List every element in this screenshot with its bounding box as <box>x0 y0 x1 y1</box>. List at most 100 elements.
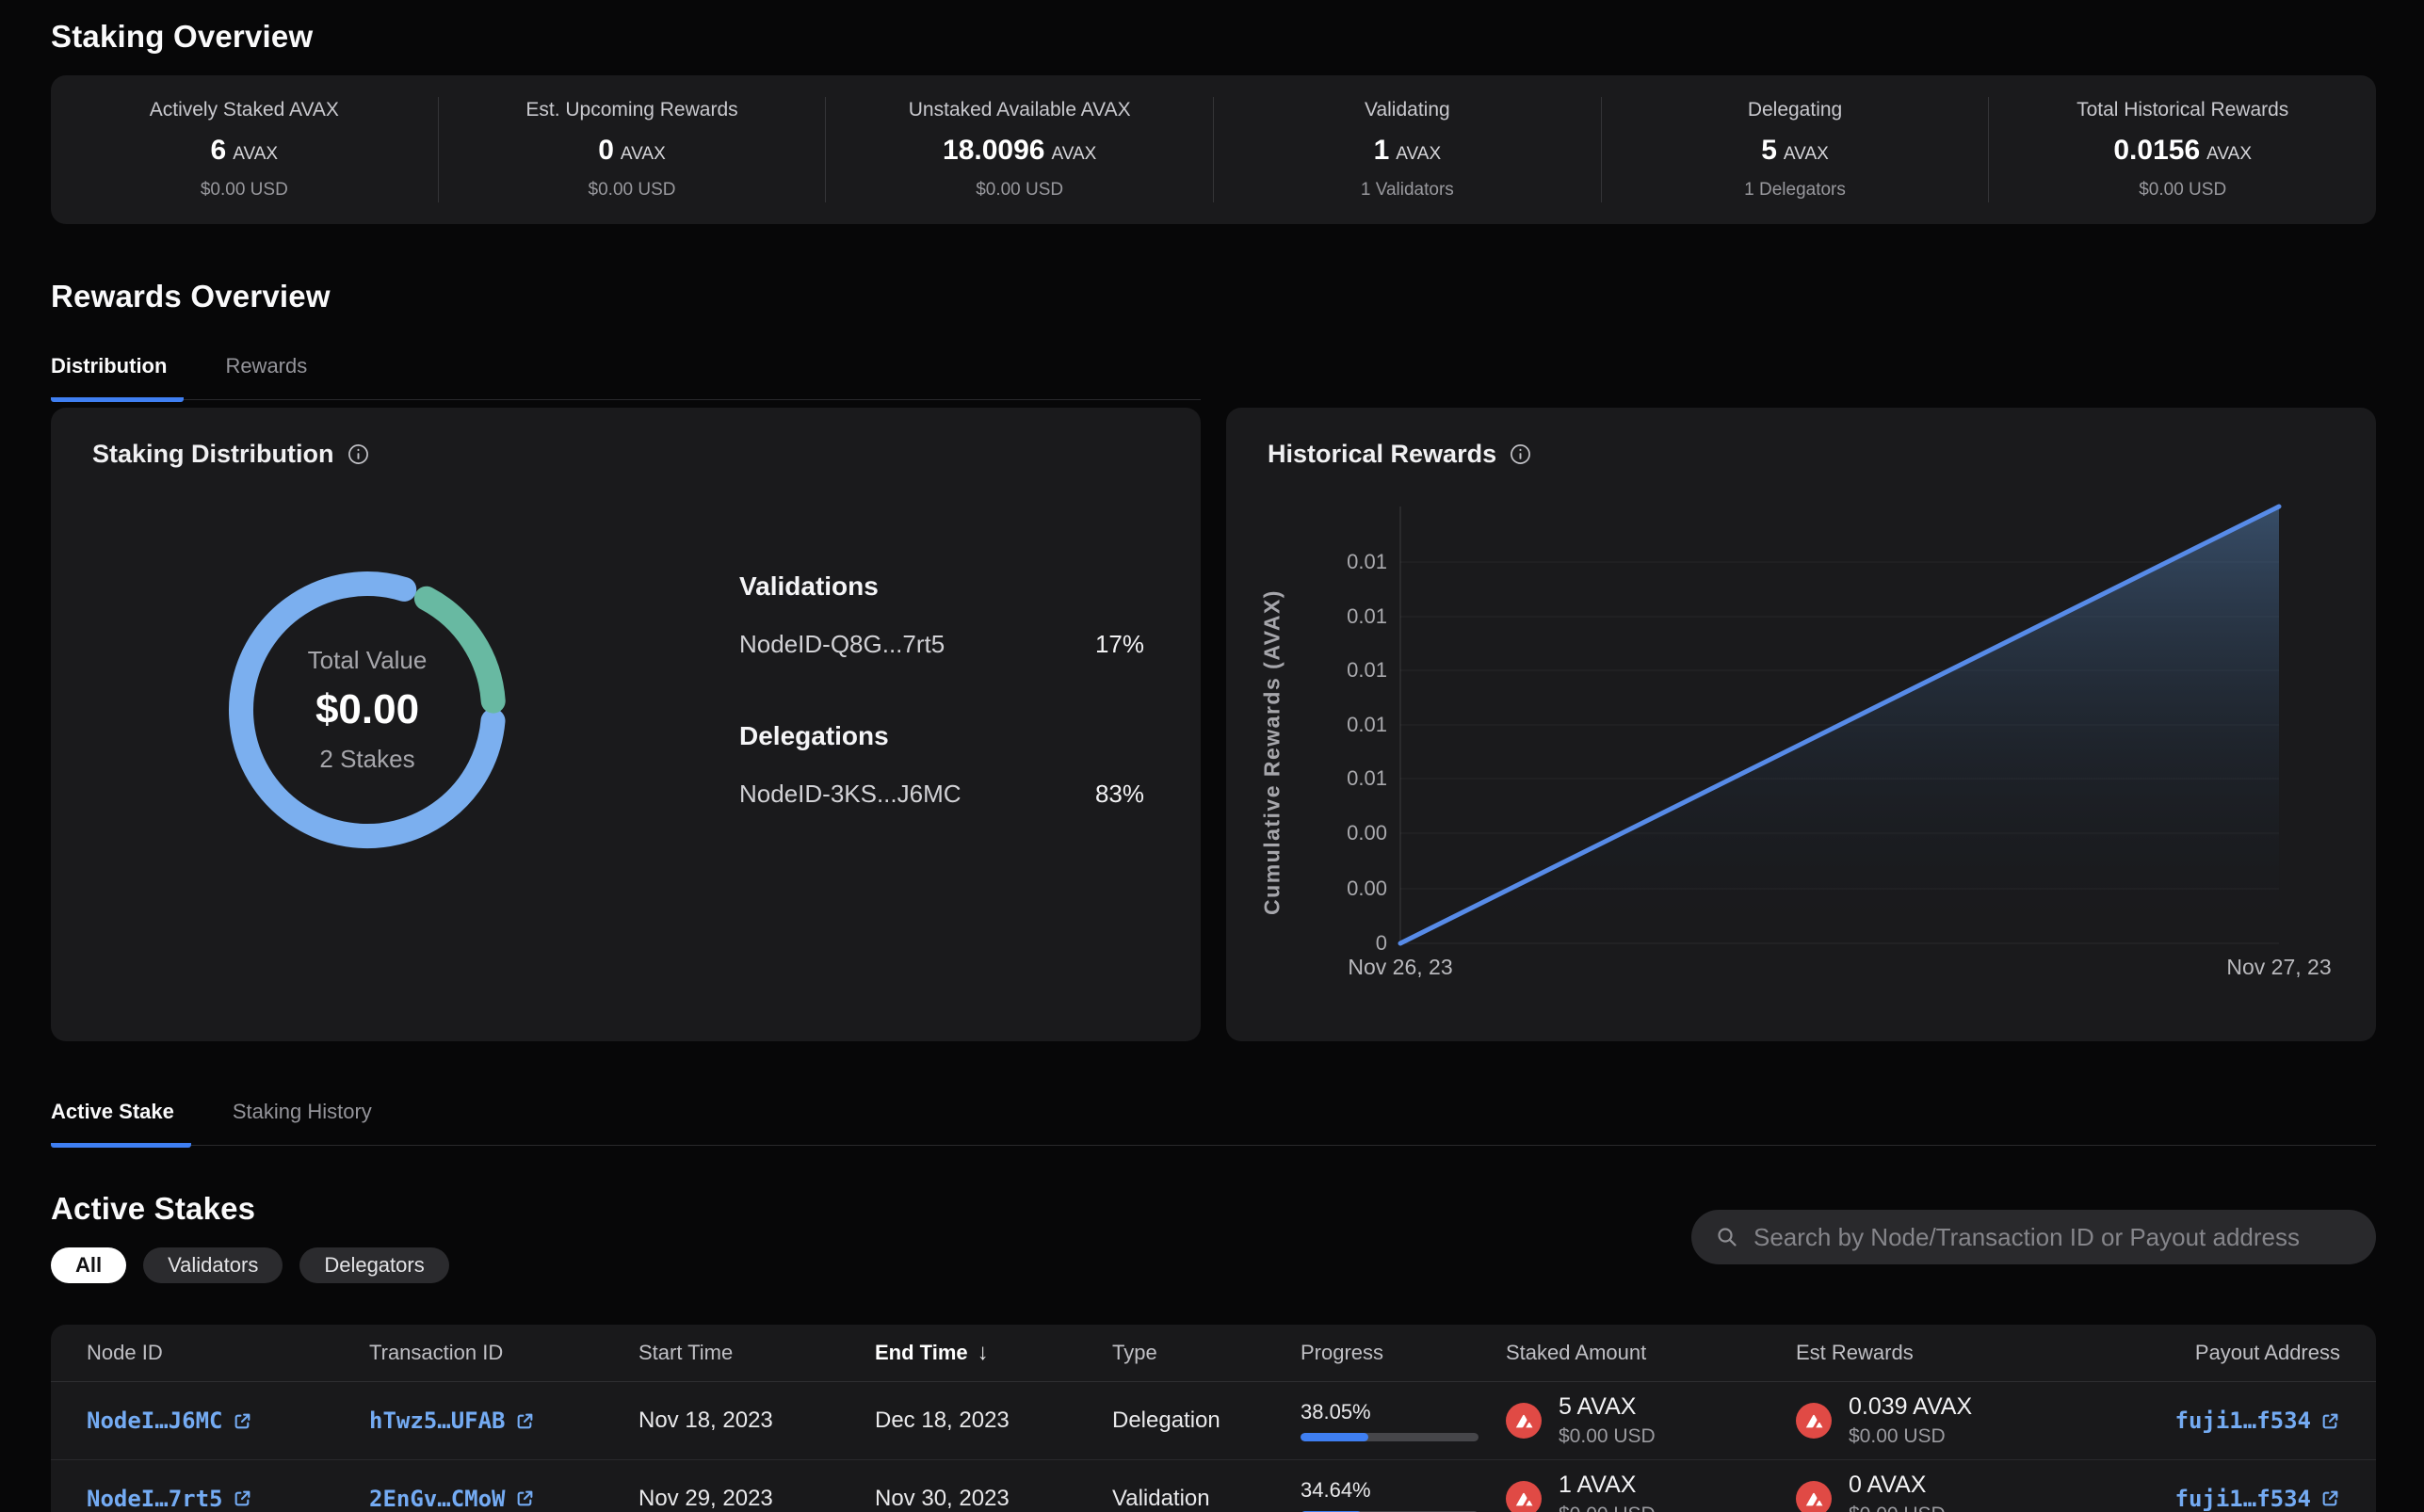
rewards-overview-tabs: Distribution Rewards <box>51 354 1201 402</box>
page-title: Staking Overview <box>51 19 314 54</box>
info-icon[interactable] <box>347 443 369 465</box>
est-rewards: 0.039 AVAX $0.00 USD <box>1796 1393 1972 1448</box>
progress-percent: 34.64% <box>1301 1477 1371 1502</box>
y-axis-title: Cumulative Rewards (AVAX) <box>1259 589 1285 915</box>
stat-unit: AVAX <box>1396 144 1442 164</box>
progress-indicator: 34.64% <box>1301 1478 1479 1512</box>
payout-address-link[interactable]: fuji1…f534 <box>2175 1407 2341 1434</box>
historical-rewards-card: Historical Rewards <box>1226 408 2376 1041</box>
staked-amount: 5 AVAX $0.00 USD <box>1506 1393 1656 1448</box>
x-label-start: Nov 26, 23 <box>1348 955 1453 979</box>
external-link-icon <box>2322 1413 2338 1428</box>
table-row: NodeI…J6MC hTwz5…UFAB Nov 18, 2023 Dec 1… <box>51 1382 2376 1459</box>
col-end-time-label: End Time <box>875 1341 968 1364</box>
stat-sub: $0.00 USD <box>976 180 1064 200</box>
staked-usd: $0.00 USD <box>1559 1504 1656 1512</box>
col-start-time[interactable]: Start Time <box>638 1341 734 1364</box>
tab-rewards[interactable]: Rewards <box>225 354 308 378</box>
start-time: Nov 29, 2023 <box>638 1485 773 1511</box>
rewards-avax: 0.039 AVAX <box>1849 1393 1973 1420</box>
avalanche-icon <box>1506 1480 1542 1512</box>
rewards-line[interactable] <box>1398 504 2282 946</box>
total-value: $0.00 <box>315 686 420 732</box>
table-header-row: Node ID Transaction ID Start Time End Ti… <box>51 1325 2376 1382</box>
stat-value: 6 <box>210 135 227 166</box>
progress-bar <box>1301 1510 1479 1512</box>
stat-label: Validating <box>1365 99 1450 121</box>
search-box[interactable] <box>1691 1210 2376 1264</box>
rewards-usd: $0.00 USD <box>1849 1425 1946 1447</box>
payout-address-text: fuji1…f534 <box>2174 1407 2312 1434</box>
external-link-icon <box>517 1490 532 1506</box>
transaction-id-link[interactable]: hTwz5…UFAB <box>369 1407 535 1434</box>
y-tick: 0.01 <box>1347 766 1387 790</box>
filter-validators[interactable]: Validators <box>143 1247 283 1283</box>
filter-all[interactable]: All <box>51 1247 127 1283</box>
node-id-text: NodeI…7rt5 <box>87 1485 223 1512</box>
total-value-label: Total Value <box>307 646 428 674</box>
stat-sub: 1 Validators <box>1360 180 1454 200</box>
avalanche-icon <box>1796 1480 1832 1512</box>
payout-address-link[interactable]: fuji1…f534 <box>2175 1486 2341 1512</box>
stat-upcoming-rewards: Est. Upcoming Rewards 0 AVAX $0.00 USD <box>437 97 826 202</box>
filter-delegators[interactable]: Delegators <box>299 1247 449 1283</box>
external-link-icon <box>517 1413 532 1428</box>
col-payout-address[interactable]: Payout Address <box>2194 1341 2340 1364</box>
tab-distribution[interactable]: Distribution <box>51 354 185 402</box>
validation-legend-row: NodeID-Q8G...7rt5 17% <box>739 630 1144 659</box>
col-progress[interactable]: Progress <box>1301 1341 1384 1364</box>
start-time: Nov 18, 2023 <box>638 1407 773 1433</box>
donut-segment-delegations[interactable] <box>229 571 506 849</box>
node-id-link[interactable]: NodeI…J6MC <box>87 1407 252 1434</box>
staked-avax: 5 AVAX <box>1559 1393 1637 1420</box>
y-tick: 0.00 <box>1347 877 1387 900</box>
stat-label: Unstaked Available AVAX <box>908 99 1131 121</box>
col-node-id[interactable]: Node ID <box>87 1341 163 1364</box>
table-row: NodeI…7rt5 2EnGv…CMoW Nov 29, 2023 Nov 3… <box>51 1459 2376 1512</box>
progress-percent: 38.05% <box>1301 1400 1371 1424</box>
active-stakes-table: Node ID Transaction ID Start Time End Ti… <box>51 1325 2376 1512</box>
col-end-time[interactable]: End Time ↓ <box>875 1340 1112 1366</box>
avalanche-icon <box>1506 1403 1542 1439</box>
staked-usd: $0.00 USD <box>1559 1425 1656 1447</box>
active-stakes-title: Active Stakes <box>51 1191 256 1226</box>
stat-label: Delegating <box>1747 99 1843 121</box>
rewards-overview-title: Rewards Overview <box>51 279 331 314</box>
col-transaction-id[interactable]: Transaction ID <box>369 1341 504 1364</box>
col-staked-amount[interactable]: Staked Amount <box>1506 1341 1647 1364</box>
search-input[interactable] <box>1753 1222 2351 1252</box>
stat-actively-staked: Actively Staked AVAX 6 AVAX $0.00 USD <box>51 97 438 202</box>
validations-heading: Validations <box>739 571 879 601</box>
transaction-id-link[interactable]: 2EnGv…CMoW <box>369 1486 535 1512</box>
historical-rewards-title: Historical Rewards <box>1268 440 1497 468</box>
stat-unit: AVAX <box>233 144 279 164</box>
y-tick: 0 <box>1375 931 1387 955</box>
y-tick: 0.00 <box>1347 821 1387 844</box>
est-rewards: 0 AVAX $0.00 USD <box>1796 1472 1946 1512</box>
stat-sub: $0.00 USD <box>2139 180 2227 200</box>
tab-active-stake[interactable]: Active Stake <box>51 1100 191 1148</box>
progress-indicator: 38.05% <box>1301 1400 1479 1441</box>
info-icon[interactable] <box>1510 443 1531 465</box>
stake-filters: All Validators Delegators <box>51 1247 449 1283</box>
stakes-count: 2 Stakes <box>319 745 415 773</box>
distribution-legend: Validations NodeID-Q8G...7rt5 17% Delega… <box>739 571 1144 809</box>
donut-segment-validations[interactable] <box>413 586 506 714</box>
stat-sub: 1 Delegators <box>1744 180 1846 200</box>
delegation-legend-row: NodeID-3KS...J6MC 83% <box>739 780 1144 809</box>
col-type[interactable]: Type <box>1112 1341 1157 1364</box>
validation-node-id: NodeID-Q8G...7rt5 <box>739 630 945 658</box>
stat-value: 18.0096 <box>943 135 1045 166</box>
progress-bar-fill <box>1301 1433 1368 1441</box>
rewards-line-chart <box>1398 504 2282 946</box>
tab-staking-history[interactable]: Staking History <box>232 1100 372 1123</box>
donut-chart <box>229 571 506 849</box>
external-link-icon <box>234 1413 250 1428</box>
avalanche-icon <box>1796 1403 1832 1439</box>
stat-validating: Validating 1 AVAX 1 Validators <box>1213 97 1601 202</box>
col-est-rewards[interactable]: Est Rewards <box>1796 1341 1914 1364</box>
node-id-link[interactable]: NodeI…7rt5 <box>87 1486 252 1512</box>
node-id-text: NodeI…J6MC <box>87 1407 223 1434</box>
end-time: Dec 18, 2023 <box>875 1407 1010 1433</box>
